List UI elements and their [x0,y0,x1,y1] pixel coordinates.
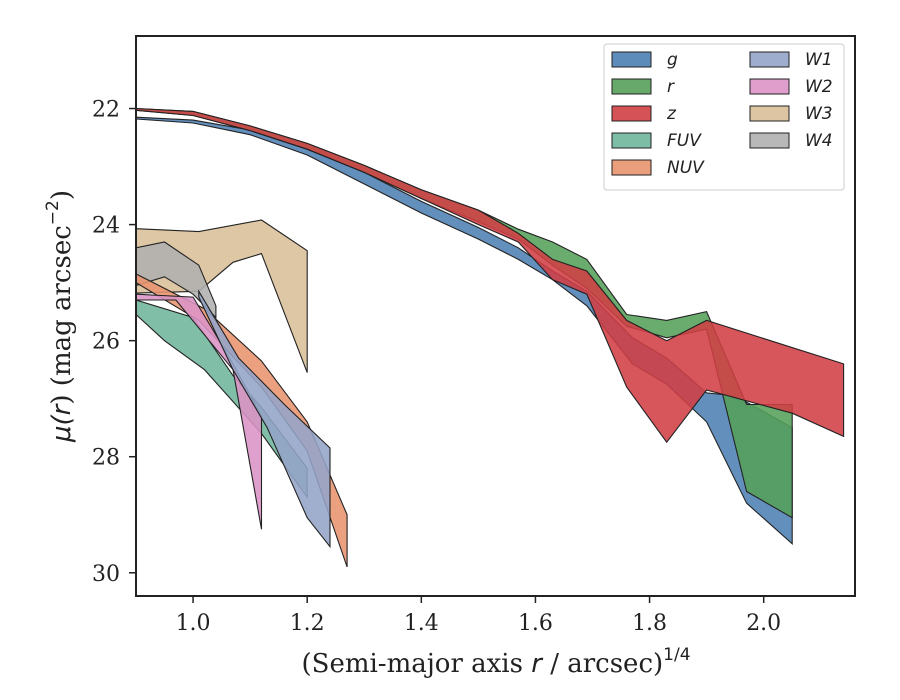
band-z [136,107,845,444]
band-g [136,116,793,546]
legend-swatch-r [611,78,652,95]
y-tick-label: 24 [92,214,120,239]
y-axis-label-main: μ( [47,413,77,443]
x-tick-label: 1.4 [404,611,439,636]
legend-label-w1: W1 [805,50,833,70]
x-axis-label-var: r [531,649,544,679]
x-axis-label-sup: 1/4 [663,645,690,665]
legend-label-fuv: FUV [667,131,702,151]
y-axis-label: μ(r) (mag arcsec−2) [43,190,77,443]
legend-swatch-g [611,51,652,68]
band-w1 [198,289,331,549]
x-axis-label-rest: / arcsec) [542,649,663,679]
y-axis-label-rest: ) (mag arcsec [47,225,77,404]
plot-frame [135,35,856,597]
x-tick-label: 1.6 [518,611,553,636]
legend-swatch-w1 [749,51,790,68]
y-tick-label: 22 [92,98,120,123]
legend-swatch-fuv [611,132,652,149]
y-axis-label-sup: −2 [43,200,63,225]
legend-swatch-nuv [611,159,652,176]
legend-label-nuv: NUV [667,158,705,178]
legend-swatch-w2 [749,78,790,95]
y-tick-label: 26 [92,330,120,355]
x-tick-label: 1.2 [290,611,325,636]
legend: grz FUV NUV W1 W2 W3 W4 [603,43,845,191]
x-tick-label: 2.0 [746,611,781,636]
x-axis-ticks: 1.0 1.2 1.4 1.6 1.8 2.0 [176,596,781,636]
legend-label-z: z [666,104,677,124]
y-axis-ticks: 22 24 26 28 30 [92,98,136,587]
legend-swatch-w4 [749,132,790,149]
band-w2 [136,293,263,530]
y-axis-label-end: ) [47,190,77,200]
legend-label-r: r [667,77,675,97]
legend-swatch-z [611,105,652,122]
x-tick-label: 1.8 [632,611,667,636]
legend-swatch-w3 [749,105,790,122]
x-tick-label: 1.0 [176,611,211,636]
legend-label-g: g [667,50,678,70]
x-axis-label: (Semi-major axis r / arcsec)1/4 [301,645,690,679]
legend-label-w3: W3 [805,104,833,124]
x-axis-label-main: (Semi-major axis [301,649,531,679]
band-nuv [136,273,348,568]
legend-label-w2: W2 [805,77,833,97]
profile-bands [136,107,845,568]
y-tick-label: 28 [92,446,120,471]
y-axis-label-var: r [47,402,77,415]
legend-label-w4: W4 [805,131,833,151]
y-tick-label: 30 [92,562,120,587]
